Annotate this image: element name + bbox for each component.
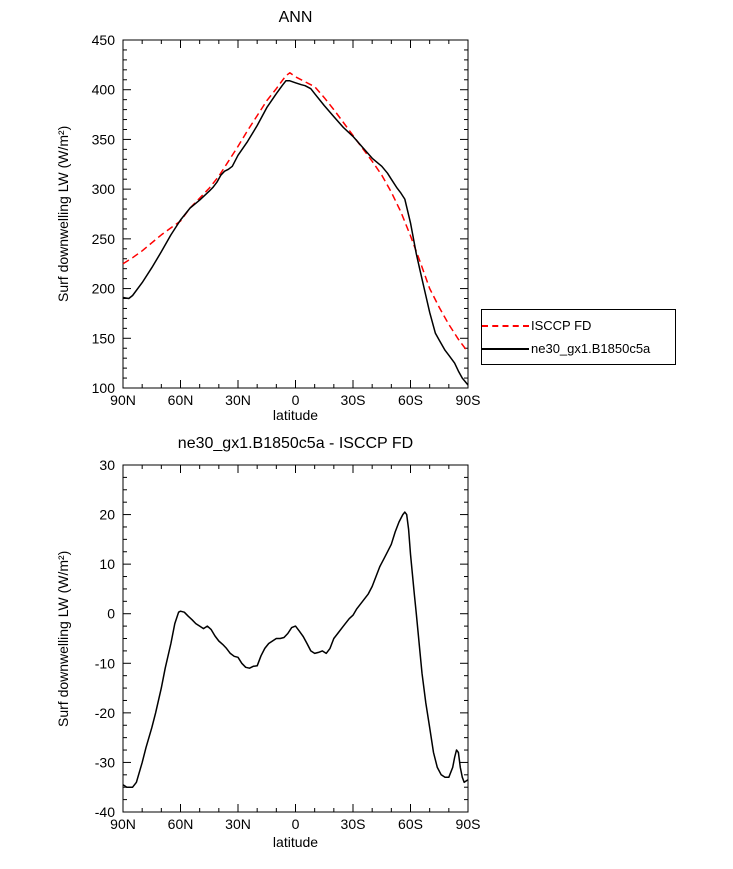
top-chart: ANN Surf downwelling LW (W/m²) 90N 60N 30N… (0, 0, 733, 430)
x-tick-label: 30S (341, 816, 366, 832)
bottom-chart-title: ne30_gx1.B1850c5a - ISCCP FD (177, 435, 414, 452)
plot-frame (122, 464, 469, 813)
x-tick-label: 30S (341, 392, 366, 408)
y-tick-label: 400 (92, 82, 116, 98)
x-tick-label: 60N (168, 816, 194, 832)
bottom-chart-plot: 90N 60N 30N 0 30S 60S 90S -40 -30 -20 -10 0 10 20 30 (95, 457, 481, 832)
series-line-ne30 (122, 80, 469, 386)
x-tick-label: 0 (292, 392, 300, 408)
x-tick-label: 90N (110, 392, 136, 408)
x-tick-label: 60S (398, 816, 423, 832)
y-tick-label: 0 (107, 606, 115, 622)
top-chart-plot: 90N 60N 30N 0 30S 60S 90S 100 150 200 250 300 350 400… (92, 32, 481, 408)
series-line-diff (122, 511, 469, 788)
series-line-isccp-fd (122, 72, 469, 353)
x-tick-label: 60N (168, 392, 194, 408)
y-tick-label: -20 (95, 705, 115, 721)
y-tick-label: 250 (92, 231, 116, 247)
y-tick-label: 20 (99, 507, 115, 523)
x-tick-label: 0 (292, 816, 300, 832)
legend: ISCCP FD ne30_gx1.B1850c5a (481, 309, 676, 365)
y-tick-label: -40 (95, 804, 115, 820)
y-tick-label: 200 (92, 281, 116, 297)
y-tick-label: 350 (92, 131, 116, 147)
y-tick-label: 100 (92, 380, 116, 396)
y-tick-label: 10 (99, 556, 115, 572)
legend-line-sample-ne30 (482, 347, 529, 350)
bottom-chart-xlabel: latitude (272, 834, 319, 850)
x-tick-label: 30N (225, 816, 251, 832)
x-tick-label: 60S (398, 392, 423, 408)
plot-frame (122, 39, 469, 389)
x-tick-label: 90S (456, 392, 481, 408)
y-tick-label: 150 (92, 330, 116, 346)
y-tick-label: 300 (92, 181, 116, 197)
y-tick-label: 30 (99, 457, 115, 473)
legend-line-sample-isccp-fd (482, 324, 529, 327)
x-tick-label: 30N (225, 392, 251, 408)
bottom-chart: ne30_gx1.B1850c5a - ISCCP FD Surf downwe… (0, 430, 733, 869)
legend-row-isccp-fd: ISCCP FD (482, 314, 675, 337)
y-tick-label: 450 (92, 32, 116, 48)
legend-label-isccp-fd: ISCCP FD (531, 318, 592, 333)
y-tick-label: -30 (95, 754, 115, 770)
top-chart-title: ANN (278, 9, 313, 26)
y-tick-label: -10 (95, 655, 115, 671)
x-tick-label: 90N (110, 816, 136, 832)
x-tick-label: 90S (456, 816, 481, 832)
top-chart-xlabel: latitude (272, 407, 319, 423)
legend-label-ne30: ne30_gx1.B1850c5a (531, 341, 651, 356)
legend-row-ne30: ne30_gx1.B1850c5a (482, 337, 675, 360)
